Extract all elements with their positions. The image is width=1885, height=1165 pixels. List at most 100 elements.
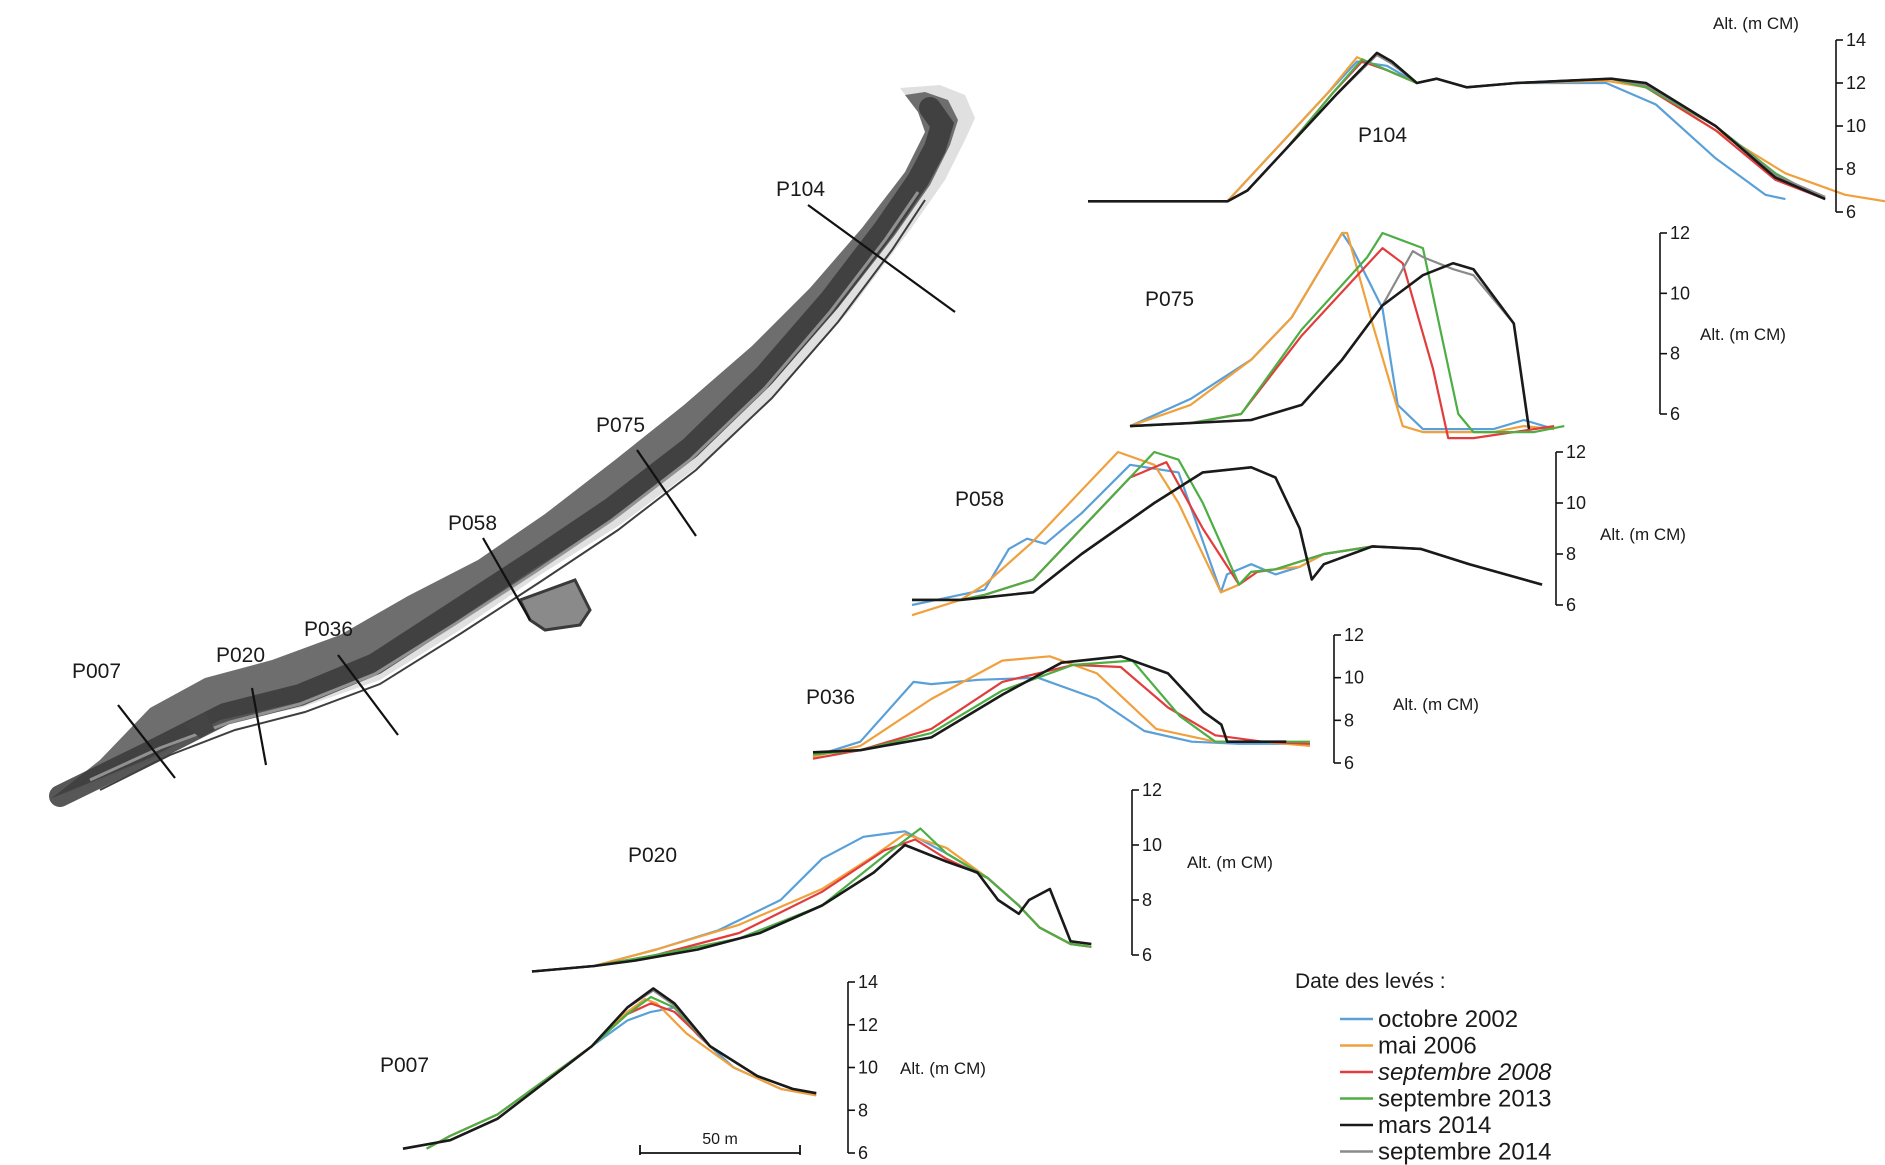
- map-bump: [185, 712, 215, 738]
- y-tick-label-p075-8: 8: [1670, 344, 1680, 364]
- y-tick-label-p020-12: 12: [1142, 780, 1162, 800]
- profile-title-p036: P036: [806, 686, 855, 709]
- legend-label-septembre-2008: septembre 2008: [1378, 1059, 1552, 1086]
- y-axis-p020: 6 8 10 12: [1131, 780, 1162, 965]
- series-line-p007-mars-2014: [402, 987, 817, 1150]
- y-tick-label-p020-8: 8: [1142, 890, 1152, 910]
- profile-chart-p020: 6 8 10 12 Alt. (m CM) P020: [531, 780, 1273, 973]
- series-line-p058-septembre-2008: [912, 461, 1543, 601]
- series-line-p075-mars-2014: [1129, 261, 1531, 430]
- series-line-p058-mars-2014: [912, 466, 1543, 602]
- y-axis-p104: 6 8 10 12 14: [1835, 30, 1866, 222]
- map-label-p075: P075: [596, 414, 645, 437]
- map-beach-body: [52, 92, 958, 798]
- profile-chart-p075: 6 8 10 12 Alt. (m CM) P075: [1129, 223, 1786, 440]
- map-panel: P007 P020 P036 P058 P075 P104: [48, 85, 975, 807]
- profile-title-p020: P020: [628, 844, 677, 867]
- profile-title-p058: P058: [955, 488, 1004, 511]
- y-tick-label-p058-12: 12: [1566, 442, 1586, 462]
- series-line-p020-septembre-2013: [531, 827, 1092, 973]
- y-axis-p075: 6 8 10 12: [1659, 223, 1690, 424]
- legend-label-mai-2006: mai 2006: [1378, 1033, 1477, 1060]
- y-tick-label-p007-10: 10: [858, 1058, 878, 1078]
- y-tick-label-p104-6: 6: [1846, 202, 1856, 222]
- map-beach-core: [49, 97, 955, 807]
- y-axis-label-p036: Alt. (m CM): [1393, 695, 1479, 714]
- series-line-p007-septembre-2013: [426, 995, 817, 1150]
- series-line-p104-septembre-2014: [1088, 53, 1826, 203]
- y-tick-label-p104-10: 10: [1846, 116, 1866, 136]
- y-tick-label-p104-14: 14: [1846, 30, 1866, 50]
- y-tick-label-p058-8: 8: [1566, 544, 1576, 564]
- profile-chart-p104: 6 8 10 12 14 Alt. (m CM) P104: [1088, 14, 1885, 222]
- series-line-p075-septembre-2014: [1129, 250, 1531, 430]
- y-axis-label-p020: Alt. (m CM): [1187, 853, 1273, 872]
- y-tick-label-p058-10: 10: [1566, 493, 1586, 513]
- y-tick-label-p020-10: 10: [1142, 835, 1162, 855]
- map-label-p104: P104: [776, 178, 825, 201]
- y-tick-label-p104-8: 8: [1846, 159, 1856, 179]
- transect-line-p007: [117, 704, 176, 779]
- profile-title-p075: P075: [1145, 288, 1194, 311]
- y-tick-label-p036-12: 12: [1344, 625, 1364, 645]
- y-axis-label-p104: Alt. (m CM): [1713, 14, 1799, 33]
- profile-chart-p058: 6 8 10 12 Alt. (m CM) P058: [911, 442, 1686, 617]
- profile-chart-p007: 6 8 10 12 14 Alt. (m CM) P007: [380, 972, 986, 1163]
- y-tick-label-p075-10: 10: [1670, 283, 1690, 303]
- series-line-p104-septembre-2008: [1088, 60, 1826, 203]
- series-line-p104-mars-2014: [1088, 51, 1826, 203]
- y-tick-label-p007-8: 8: [858, 1100, 868, 1120]
- series-line-p020-mars-2014: [531, 843, 1092, 973]
- series-line-p036-mars-2014: [812, 655, 1287, 754]
- scale-bar-label: 50 m: [702, 1131, 738, 1148]
- transect-line-p104: [807, 204, 956, 313]
- y-axis-label-p058: Alt. (m CM): [1600, 525, 1686, 544]
- series-line-p036-septembre-2008: [812, 663, 1311, 760]
- transect-line-p020: [250, 687, 268, 766]
- y-tick-label-p007-14: 14: [858, 972, 878, 992]
- y-tick-label-p020-6: 6: [1142, 945, 1152, 965]
- y-tick-label-p036-6: 6: [1344, 753, 1354, 773]
- y-tick-label-p007-6: 6: [858, 1143, 868, 1163]
- map-label-p007: P007: [72, 660, 121, 683]
- series-line-p007-septembre-2014: [402, 989, 817, 1150]
- y-tick-label-p007-12: 12: [858, 1015, 878, 1035]
- y-tick-label-p075-12: 12: [1670, 223, 1690, 243]
- transect-line-p036: [337, 654, 399, 736]
- profile-title-p007: P007: [380, 1054, 429, 1077]
- series-line-p020-mai-2006: [531, 832, 1092, 973]
- y-tick-label-p036-8: 8: [1344, 710, 1354, 730]
- legend-label-septembre-2014: septembre 2014: [1378, 1139, 1551, 1165]
- profile-chart-p036: 6 8 10 12 Alt. (m CM) P036: [806, 625, 1479, 773]
- y-tick-label-p104-12: 12: [1846, 73, 1866, 93]
- scale-bar: 50 m: [639, 1131, 801, 1155]
- transect-line-p075: [636, 449, 697, 537]
- y-axis-p036: 6 8 10 12: [1333, 625, 1364, 773]
- profile-title-p104: P104: [1358, 124, 1407, 147]
- map-label-p058: P058: [448, 512, 497, 535]
- series-line-p075-septembre-2013: [1129, 231, 1565, 434]
- legend-label-mars-2014: mars 2014: [1378, 1112, 1491, 1139]
- series-line-p020-septembre-2014: [531, 843, 1092, 973]
- series-line-p104-septembre-2013: [1088, 58, 1816, 203]
- series-line-p104-octobre-2002: [1088, 60, 1786, 203]
- legend-label-septembre-2013: septembre 2013: [1378, 1086, 1551, 1113]
- series-line-p058-octobre-2002: [911, 463, 1543, 607]
- y-tick-label-p036-10: 10: [1344, 668, 1364, 688]
- legend-label-octobre-2002: octobre 2002: [1378, 1006, 1518, 1033]
- y-axis-p058: 6 8 10 12: [1555, 442, 1586, 615]
- y-axis-label-p007: Alt. (m CM): [900, 1059, 986, 1078]
- map-beach-inner2: [99, 199, 926, 791]
- map-label-p036: P036: [304, 618, 353, 641]
- legend-title: Date des levés :: [1295, 970, 1446, 993]
- series-line-p058-septembre-2014: [912, 466, 1543, 601]
- profile-charts: 6 8 10 12 14 Alt. (m CM) P104 6 8 10 12 Alt. (m CM)…: [380, 14, 1885, 1163]
- map-label-p020: P020: [216, 644, 265, 667]
- series-line-p075-septembre-2008: [1129, 247, 1555, 440]
- y-axis-label-p075: Alt. (m CM): [1700, 325, 1786, 344]
- series-line-p104-mai-2006: [1088, 56, 1885, 203]
- series-line-p020-octobre-2002: [531, 830, 1092, 973]
